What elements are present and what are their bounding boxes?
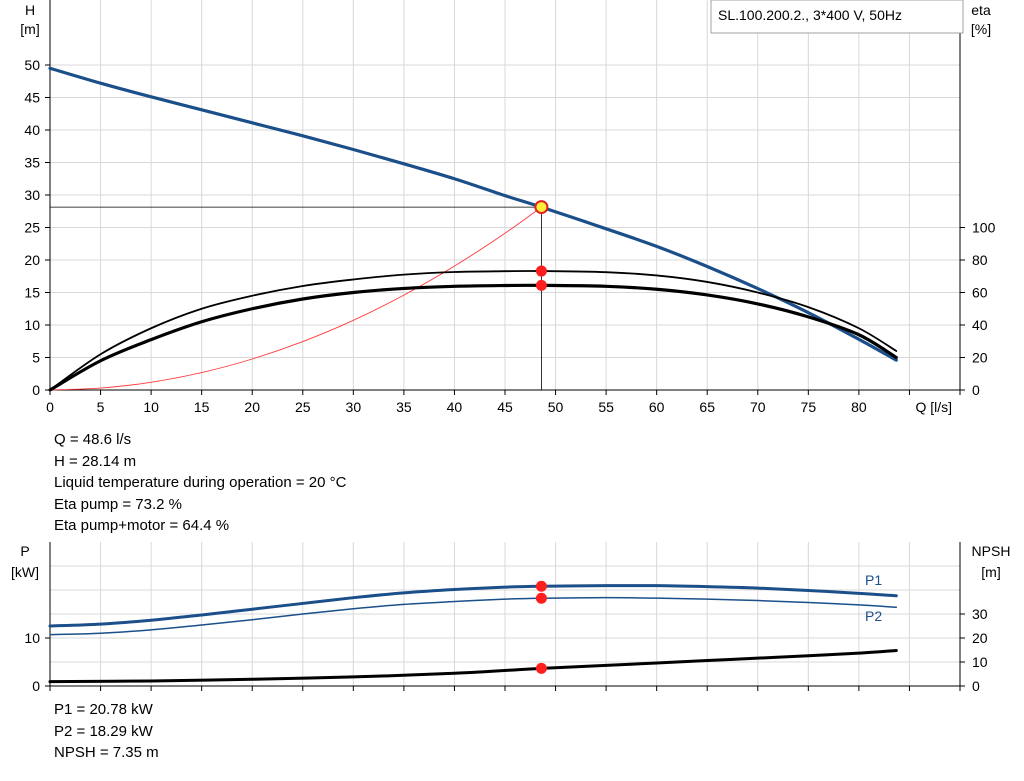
- p1-series-label: P1: [865, 572, 882, 588]
- h-tick-label: 25: [24, 220, 40, 236]
- eta-tick-label: 80: [972, 252, 988, 268]
- q-tick-label: 20: [244, 399, 260, 415]
- power-point-info: P1 = 20.78 kW P2 = 18.29 kW NPSH = 7.35 …: [54, 699, 159, 764]
- eta-axis-unit: [%]: [971, 21, 991, 37]
- eta-pump-value: Eta pump = 73.2 %: [54, 495, 182, 513]
- h-tick-label: 50: [24, 57, 40, 73]
- q-tick-label: 30: [346, 399, 362, 415]
- q-tick-label: 25: [295, 399, 311, 415]
- q-tick-label: 60: [649, 399, 665, 415]
- p-tick-label: 10: [24, 630, 40, 646]
- eta-pump-marker: [535, 265, 547, 277]
- h-tick-label: 30: [24, 187, 40, 203]
- h-tick-label: 5: [32, 350, 40, 366]
- p-axis-unit: [kW]: [11, 564, 39, 580]
- q-tick-label: 55: [598, 399, 614, 415]
- npsh-marker: [535, 662, 547, 674]
- h-curve: [48, 66, 898, 362]
- npsh-tick-label: 10: [972, 654, 988, 670]
- top-chart-grid: [50, 0, 960, 390]
- p2-series-label: P2: [865, 608, 882, 624]
- p-axis-label: P: [20, 543, 29, 559]
- q-tick-label: 10: [143, 399, 159, 415]
- h-tick-label: 15: [24, 285, 40, 301]
- bottom-chart-axes: 0 10 0 10 20 30: [24, 542, 988, 694]
- system-curve-curve: [49, 206, 542, 391]
- eta-pump-motor-curve: [48, 283, 898, 392]
- bottom-chart-series: [48, 584, 898, 684]
- chart-title-box: [710, 0, 964, 34]
- p1-value: P1 = 20.78 kW: [54, 701, 153, 718]
- q-tick-label: 45: [497, 399, 513, 415]
- eta-tick-label: 20: [972, 350, 988, 366]
- eta-tick-label: 40: [972, 317, 988, 333]
- top-chart-axes: 0 5 10 15 20 25 30 35 40 45 50 0 20 40 60 80 100 0 5 10 15 20…: [24, 0, 996, 415]
- npsh-curve: [48, 648, 898, 684]
- h-axis-unit: [m]: [20, 21, 39, 37]
- p2-curve: [49, 596, 898, 636]
- eta-tick-label: 100: [972, 220, 996, 236]
- h-axis-label: H: [25, 2, 35, 18]
- eta-axis-label: eta: [971, 2, 991, 18]
- h-tick-label: 40: [24, 122, 40, 138]
- q-tick-label: 40: [447, 399, 463, 415]
- q-value: Q = 48.6 l/s: [54, 431, 132, 448]
- p1-curve: [48, 584, 898, 628]
- npsh-axis-label: NPSH: [972, 543, 1011, 559]
- npsh-tick-label: 30: [972, 606, 988, 622]
- top-chart-duty-marks: [50, 200, 549, 390]
- q-tick-label: 70: [750, 399, 766, 415]
- duty-point-marker: [534, 200, 549, 215]
- h-tick-label: 20: [24, 252, 40, 268]
- npsh-tick-label: 0: [972, 678, 980, 694]
- h-tick-label: 35: [24, 155, 40, 171]
- q-tick-label: 75: [801, 399, 817, 415]
- p2-marker: [535, 592, 547, 604]
- q-axis-label: Q [l/s]: [915, 399, 952, 415]
- npsh-value: NPSH = 7.35 m: [54, 744, 159, 761]
- p-tick-label: 0: [32, 678, 40, 694]
- p2-value: P2 = 18.29 kW: [54, 722, 153, 740]
- h-tick-label: 10: [24, 317, 40, 333]
- q-tick-label: 80: [851, 399, 867, 415]
- q-tick-label: 0: [46, 399, 54, 415]
- eta-pump-motor-marker: [535, 279, 547, 291]
- q-tick-label: 5: [97, 399, 105, 415]
- q-tick-label: 15: [194, 399, 210, 415]
- npsh-tick-label: 20: [972, 630, 988, 646]
- q-tick-label: 35: [396, 399, 412, 415]
- eta-pump-curve: [49, 270, 898, 391]
- bottom-chart-grid: [50, 542, 960, 686]
- chart-title: SL.100.200.2., 3*400 V, 50Hz: [718, 7, 902, 23]
- eta-pump-motor-value: Eta pump+motor = 64.4 %: [54, 517, 230, 534]
- top-chart-series: [48, 66, 898, 392]
- h-tick-label: 0: [32, 382, 40, 398]
- bottom-chart-duty-marks: [535, 580, 547, 674]
- eta-tick-label: 0: [972, 382, 980, 398]
- q-tick-label: 50: [548, 399, 564, 415]
- duty-point-info: Q = 48.6 l/s H = 28.14 m Liquid temperat…: [54, 429, 346, 537]
- h-tick-label: 45: [24, 90, 40, 106]
- npsh-axis-unit: [m]: [981, 564, 1000, 580]
- eta-tick-label: 60: [972, 285, 988, 301]
- p1-marker: [535, 580, 547, 592]
- liquid-temperature: Liquid temperature during operation = 20…: [54, 474, 347, 491]
- q-tick-label: 65: [699, 399, 715, 415]
- h-value: H = 28.14 m: [54, 452, 137, 470]
